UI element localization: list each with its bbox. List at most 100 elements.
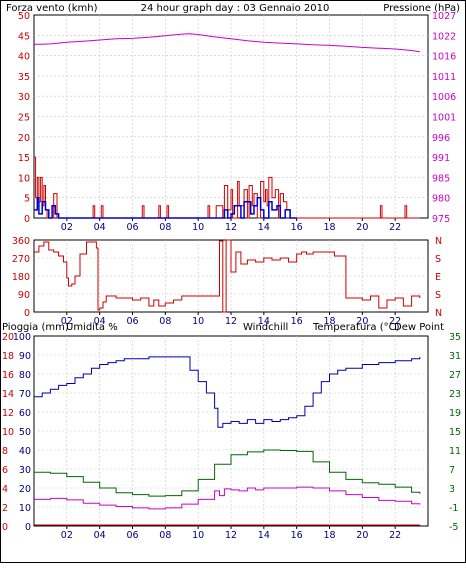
rain-y-tick-label: 6 (2, 465, 8, 476)
thermo-x-tick-label: 10 (192, 530, 204, 541)
wind-pressure-panel: 02 04 06 08 10 12 14 16 18 20 22 0 5 10 15 20 25 30 35 40 45… (18, 11, 456, 233)
thermo-x-tick-label: 20 (356, 530, 368, 541)
wind-x-tick-label: 18 (323, 222, 335, 233)
rain-y-tick-label: 14 (2, 389, 14, 400)
direction-x-tick-label: 12 (225, 316, 237, 327)
humidity-y-tick-label: 60 (19, 408, 31, 419)
direction-x-tick-label: 02 (61, 316, 73, 327)
thermo-x-tick-label: 18 (323, 530, 335, 541)
pressure-y-tick-label: 980 (432, 194, 450, 205)
temperature-y-tick-label: 23 (449, 389, 461, 400)
temperature-y-tick-label: 15 (449, 427, 461, 438)
direction-y-tick-label: 180 (12, 272, 30, 283)
wind-y-tick-label: 20 (18, 133, 30, 144)
direction-compass-label: N (435, 308, 442, 319)
temperature-y-tick-label: 3 (449, 484, 455, 495)
humidity-y-tick-label: 50 (19, 427, 31, 438)
wind-y-tick-label: 30 (18, 92, 30, 103)
direction-y-tick-label: 270 (12, 254, 30, 265)
pressure-y-tick-label: 1011 (432, 72, 456, 83)
rain-y-tick-label: 2 (2, 503, 8, 514)
pressure-y-tick-label: 991 (432, 153, 450, 164)
wind-y-tick-label: 10 (18, 173, 30, 184)
rain-y-tick-label: 20 (2, 332, 14, 343)
direction-x-tick-label: 18 (323, 316, 335, 327)
pressure-y-tick-label: 975 (432, 214, 450, 225)
direction-compass-label: N (435, 236, 442, 247)
humidity-axis-label: Umidita % (66, 322, 118, 333)
pressure-y-tick-label: 996 (432, 133, 450, 144)
temperature-y-tick-label: 31 (449, 351, 461, 362)
pressure-y-tick-label: 1022 (432, 31, 456, 42)
pressure-axis-label: Pressione (hPa) (383, 3, 460, 14)
wind-x-tick-label: 22 (389, 222, 401, 233)
thermo-x-tick-label: 16 (291, 530, 303, 541)
wind-y-tick-label: 40 (18, 52, 30, 63)
pressure-series-line (34, 33, 420, 53)
wind-x-tick-label: 06 (126, 222, 138, 233)
direction-x-tick-label: 22 (389, 316, 401, 327)
direction-series-line (34, 239, 421, 313)
graph-title: 24 hour graph day : 03 Gennaio 2010 (141, 3, 330, 14)
wind-speed-axis-label: Forza vento (kmh) (6, 3, 98, 14)
wind-x-tick-label: 20 (356, 222, 368, 233)
direction-compass-label: S (435, 254, 441, 265)
rain-axis-label: Pioggia (mm) (2, 322, 69, 333)
thermo-x-tick-label: 02 (61, 530, 73, 541)
thermo-x-tick-label: 08 (159, 530, 171, 541)
thermo-x-tick-label: 14 (258, 530, 270, 541)
pressure-y-tick-label: 1001 (432, 113, 456, 124)
temperature-axis-label: Temperatura (°C) (312, 322, 400, 333)
temperature-y-tick-label: 19 (449, 408, 461, 419)
wind-x-tick-label: 10 (192, 222, 204, 233)
humidity-y-tick-label: 0 (25, 522, 31, 533)
humidity-temperature-panel: 02 04 06 08 10 12 14 16 18 20 22024681012141618200… (2, 332, 461, 541)
direction-x-tick-label: 10 (192, 316, 204, 327)
wind-x-tick-label: 04 (94, 222, 106, 233)
rain-y-tick-label: 10 (2, 427, 14, 438)
wind-x-tick-label: 14 (258, 222, 270, 233)
humidity-y-tick-label: 70 (19, 389, 31, 400)
dewpoint-legend: Dew Point (394, 322, 444, 333)
wind-y-tick-label: 15 (18, 153, 30, 164)
direction-x-tick-label: 06 (126, 316, 138, 327)
humidity-y-tick-label: 40 (19, 446, 31, 457)
rain-y-tick-label: 16 (2, 370, 14, 381)
thermo-x-tick-label: 06 (126, 530, 138, 541)
rain-y-tick-label: 4 (2, 484, 8, 495)
pressure-y-tick-label: 985 (432, 173, 450, 184)
humidity-y-tick-label: 80 (19, 370, 31, 381)
temperature-y-tick-label: 27 (449, 370, 461, 381)
direction-x-tick-label: 20 (356, 316, 368, 327)
direction-compass-label: S (435, 290, 441, 301)
direction-x-tick-label: 08 (159, 316, 171, 327)
direction-y-tick-label: 0 (24, 308, 30, 319)
thermo-x-tick-label: 12 (225, 530, 237, 541)
wind-y-tick-label: 45 (18, 31, 30, 42)
humidity-y-tick-label: 100 (13, 332, 31, 343)
rain-y-tick-label: 12 (2, 408, 14, 419)
direction-y-tick-label: 90 (18, 290, 30, 301)
direction-x-tick-label: 04 (94, 316, 106, 327)
gust-series-line (34, 196, 297, 219)
wind-y-tick-label: 50 (18, 11, 30, 22)
thermo-x-tick-label: 22 (389, 530, 401, 541)
wind-y-tick-label: 0 (24, 214, 30, 225)
temperature-y-tick-label: 11 (449, 446, 461, 457)
wind-x-tick-label: 16 (291, 222, 303, 233)
windchill-legend: Windchill (243, 322, 288, 333)
wind-x-tick-label: 12 (225, 222, 237, 233)
direction-x-tick-label: 14 (258, 316, 270, 327)
dewpoint-series-line (34, 486, 421, 510)
temperature-series-line (34, 449, 421, 497)
direction-compass-label: E (435, 272, 441, 283)
humidity-y-tick-label: 10 (19, 503, 31, 514)
direction-y-tick-label: 360 (12, 236, 30, 247)
pressure-y-tick-label: 1006 (432, 92, 456, 103)
pressure-y-tick-label: 1016 (432, 52, 456, 63)
humidity-y-tick-label: 90 (19, 351, 31, 362)
humidity-y-tick-label: 30 (19, 465, 31, 476)
